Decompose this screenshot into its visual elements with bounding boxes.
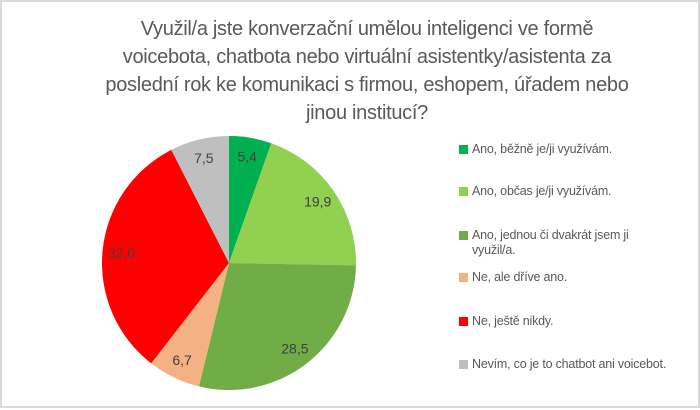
- pie-data-label-2: 19,9: [304, 194, 331, 210]
- legend-item-ne-nikdy: Ne, ještě nikdy.: [459, 314, 554, 329]
- legend-label: Ano, jednou či dvakrát jsem ji využil/a.: [472, 228, 629, 257]
- pie-data-label-4: 6,7: [172, 352, 192, 368]
- chart-legend: Ano, běžně je/ji využívám. Ano, občas je…: [459, 2, 694, 410]
- legend-swatch-icon: [459, 317, 468, 326]
- pie-slice-4: [151, 263, 229, 387]
- pie-slice-3: [198, 263, 356, 391]
- legend-swatch-icon: [459, 187, 468, 196]
- pie-chart: 5,4 19,9 28,5 6,7 32,0 7,5: [101, 136, 357, 391]
- pie-data-label-1: 5,4: [237, 149, 257, 165]
- legend-item-ano-obcas: Ano, občas je/ji využívám.: [459, 184, 612, 199]
- legend-item-ano-jednou: Ano, jednou či dvakrát jsem ji využil/a.: [459, 228, 629, 258]
- pie-slice-2: [229, 143, 357, 266]
- pie-data-label-5: 32,0: [108, 245, 135, 261]
- legend-item-ne-drive: Ne, ale dříve ano.: [459, 270, 567, 285]
- pie-slice-1: [229, 136, 272, 263]
- legend-swatch-icon: [459, 360, 468, 369]
- legend-label: Ano, běžně je/ji využívám.: [472, 142, 613, 156]
- legend-swatch-icon: [459, 145, 468, 154]
- legend-swatch-icon: [459, 273, 468, 282]
- pie-data-label-6: 7,5: [194, 150, 214, 166]
- pie-slice-6: [171, 136, 229, 263]
- chart-title: Využil/a jste konverzační umělou intelig…: [105, 18, 629, 124]
- legend-label: Ne, ale dříve ano.: [472, 270, 568, 284]
- legend-label: Ne, ještě nikdy.: [472, 314, 554, 328]
- legend-item-ano-bezne: Ano, běžně je/ji využívám.: [459, 142, 612, 157]
- pie-slice-5: [101, 149, 229, 364]
- legend-label: Ano, občas je/ji využívám.: [472, 184, 612, 198]
- legend-swatch-icon: [459, 231, 468, 240]
- legend-label: Nevím, co je to chatbot ani voicebot.: [472, 357, 667, 371]
- pie-data-label-3: 28,5: [281, 341, 308, 357]
- legend-item-nevim: Nevím, co je to chatbot ani voicebot.: [459, 357, 666, 372]
